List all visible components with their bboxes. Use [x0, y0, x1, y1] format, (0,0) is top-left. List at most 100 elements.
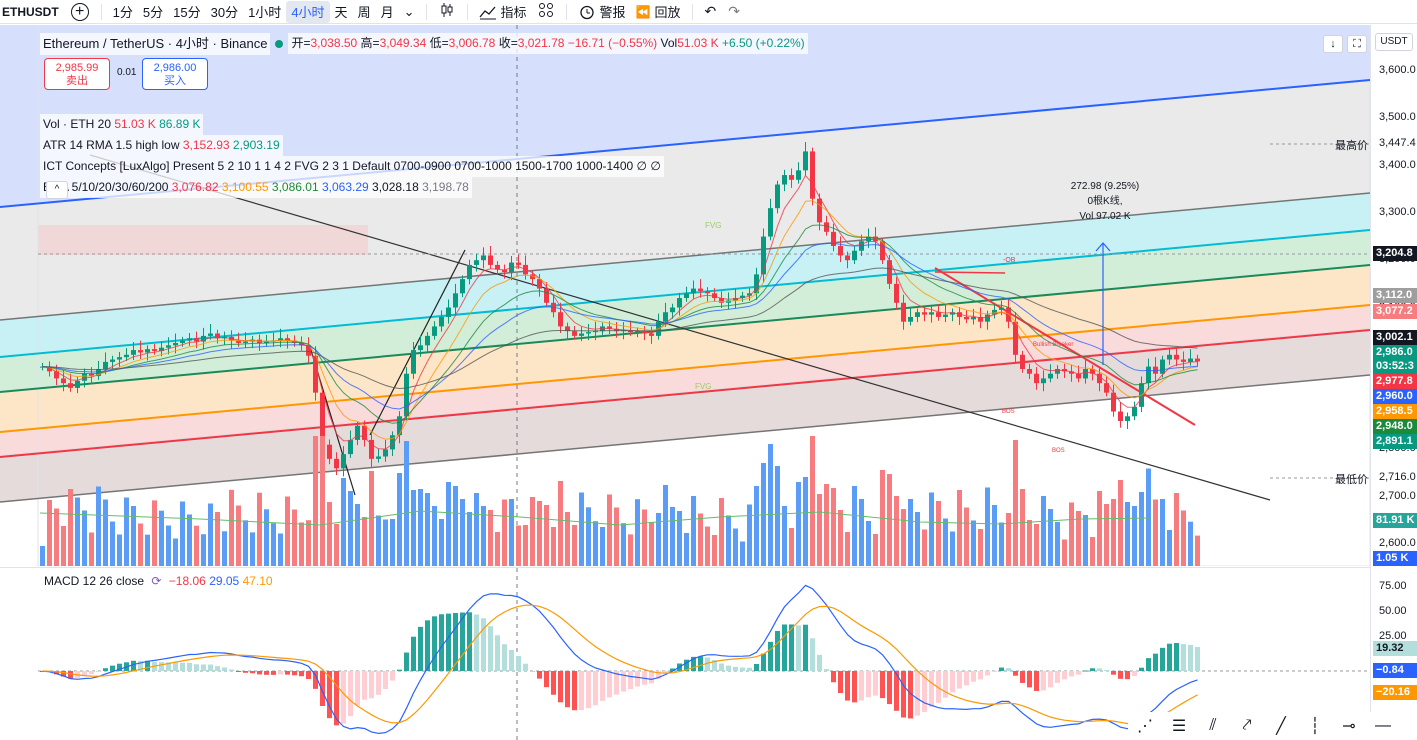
- indicators-button[interactable]: 指标: [474, 1, 532, 23]
- interval-1mo[interactable]: 月: [380, 5, 394, 20]
- collapse-legend-button[interactable]: ^: [46, 181, 68, 199]
- chevron-down-icon[interactable]: ⌄: [403, 3, 415, 19]
- volume-ma-line: [39, 510, 1151, 526]
- interval-1h[interactable]: 1小时: [248, 5, 282, 20]
- measure-bars: 0根K线,: [1087, 196, 1123, 207]
- candle-body: [663, 312, 668, 322]
- macd-hist-bar: [180, 662, 185, 671]
- divider: [691, 3, 693, 20]
- volume-bar: [152, 500, 157, 566]
- fullscreen-icon[interactable]: ⛶: [1347, 35, 1367, 53]
- macd-hist-bar: [691, 656, 696, 671]
- volume-bar: [285, 496, 290, 566]
- main-chart-pane[interactable]: Ethereum / TetherUS · 4小时 · Binance 开=3,…: [0, 25, 1370, 566]
- atr-indicator-label[interactable]: ATR 14 RMA 1.5 high low: [43, 138, 180, 152]
- macd-pane[interactable]: MACD 12 26 close ⟳ −18.06 29.05 47.10: [0, 567, 1370, 740]
- candle-body: [873, 236, 878, 242]
- candle-body: [432, 326, 437, 336]
- horizontal-line-icon[interactable]: —: [1375, 717, 1391, 734]
- undo-icon[interactable]: ↶: [704, 3, 717, 19]
- interval-5m[interactable]: 5分: [142, 5, 164, 20]
- candle-body: [453, 293, 458, 308]
- macd-hist-bar: [887, 671, 892, 705]
- volume-bar: [775, 466, 780, 566]
- interval-1w[interactable]: 周: [357, 5, 371, 20]
- macd-hist-bar: [922, 671, 927, 712]
- macd-hist-bar: [299, 671, 304, 677]
- candle-body: [1006, 307, 1011, 322]
- horizontal-ray-icon[interactable]: ⊸: [1342, 718, 1356, 735]
- volume-indicator-label[interactable]: Vol · ETH 20: [43, 117, 112, 131]
- trendline-tool-icon[interactable]: ╱: [1276, 718, 1286, 735]
- volume-bar: [488, 510, 493, 566]
- macd-hist-bar: [474, 614, 479, 671]
- add-symbol-button[interactable]: +: [70, 2, 89, 21]
- macd-label[interactable]: MACD 12 26 close: [44, 574, 145, 588]
- alarm-clock-icon: [579, 5, 594, 19]
- candle-body: [68, 383, 73, 388]
- candle-body: [502, 269, 507, 273]
- replay-button[interactable]: ⏪ 回放: [631, 1, 686, 23]
- volume-bar: [320, 436, 325, 566]
- candle-body: [1034, 373, 1039, 384]
- orange-channel-line: [0, 304, 1370, 433]
- ema-30-line: [42, 242, 1198, 410]
- candle-body: [327, 444, 332, 459]
- macd-hist-bar: [418, 626, 423, 671]
- macd-hist-bar: [208, 664, 213, 671]
- price-chart[interactable]: [0, 25, 1370, 566]
- candle-body: [1195, 358, 1200, 362]
- vertical-line-icon[interactable]: ┆: [1310, 718, 1320, 735]
- interval-30m[interactable]: 30分: [210, 5, 239, 20]
- macd-hist-bar: [1076, 671, 1081, 675]
- ict-indicator-label[interactable]: ICT Concepts [LuxAlgo] Present 5 2 10 1 …: [43, 159, 661, 173]
- macd-hist-bar: [579, 671, 584, 711]
- macd-hist-bar: [68, 671, 73, 679]
- path-tool-icon[interactable]: ⤤: [1242, 717, 1252, 734]
- candle-body: [264, 341, 269, 343]
- macd-hist-bar: [488, 626, 493, 671]
- price-label: 2,958.5: [1373, 404, 1417, 419]
- candle-body: [180, 340, 185, 343]
- currency-unit[interactable]: USDT: [1375, 33, 1413, 51]
- macd-hist-bar: [796, 625, 801, 671]
- candle-body: [313, 355, 318, 393]
- interval-1m[interactable]: 1分: [112, 5, 133, 20]
- volume-bar: [243, 520, 248, 566]
- layout-grid-icon[interactable]: [532, 2, 560, 21]
- candle-body: [1153, 366, 1158, 374]
- macd-chart[interactable]: [0, 568, 1370, 740]
- macd-hist-bar: [376, 671, 381, 695]
- volume-bar: [971, 520, 976, 566]
- interval-1d[interactable]: 天: [334, 5, 348, 20]
- interval-15m[interactable]: 15分: [173, 5, 201, 20]
- redo-icon[interactable]: ↷: [728, 3, 740, 19]
- interval-4h[interactable]: 4小时: [286, 0, 330, 23]
- volume-bar: [425, 493, 430, 566]
- price-scale[interactable]: USDT 3,600.03,500.03,400.03,300.03,200.0…: [1335, 25, 1417, 740]
- pattern-tool-icon[interactable]: ⋰: [1137, 718, 1153, 735]
- candle-body: [1160, 359, 1165, 374]
- ema-10-line: [42, 200, 1198, 440]
- sell-button[interactable]: 2,985.99 卖出: [44, 58, 110, 90]
- macd-hist-bar: [992, 671, 997, 672]
- ema-indicator-label[interactable]: EMA 5/10/20/30/60/200: [43, 180, 169, 194]
- channel-tool-icon[interactable]: ⫽: [1209, 717, 1217, 734]
- volume-bar: [355, 504, 360, 566]
- volume-bar: [523, 525, 528, 566]
- buy-button[interactable]: 2,986.00 买入: [142, 58, 208, 90]
- candles-icon[interactable]: [433, 2, 461, 21]
- macd-hist-bar: [229, 669, 234, 671]
- download-icon[interactable]: ↓: [1323, 35, 1343, 53]
- fib-tool-icon[interactable]: ☰: [1171, 718, 1187, 735]
- sync-icon[interactable]: ⟳: [151, 574, 162, 588]
- divider: [100, 3, 102, 20]
- candle-body: [320, 392, 325, 445]
- symbol-name[interactable]: ETHUSDT: [2, 4, 59, 19]
- candle-body: [138, 350, 143, 353]
- candle-body: [1027, 368, 1032, 374]
- candle-body: [775, 184, 780, 209]
- alert-button[interactable]: 警报: [573, 1, 631, 23]
- candle-body: [341, 454, 346, 469]
- price-range-measure[interactable]: 272.98 (9.25%) 0根K线, Vol 97.02 K: [1055, 179, 1155, 224]
